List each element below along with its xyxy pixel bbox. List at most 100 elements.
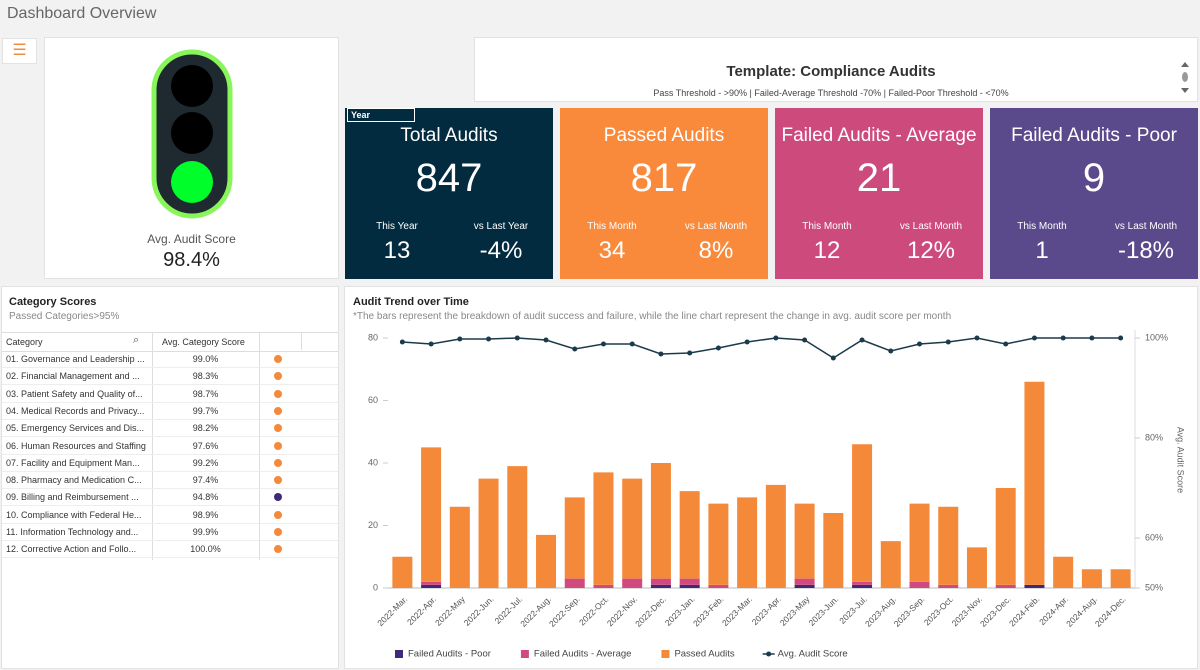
bar-segment <box>794 578 815 585</box>
y2-axis-title: Avg. Audit Score <box>1176 427 1186 493</box>
bar-segment <box>938 506 959 585</box>
kpi-right-label: vs Last Month <box>684 221 748 232</box>
bar-segment <box>478 478 499 588</box>
score-point <box>802 337 808 343</box>
row-divider <box>2 470 338 472</box>
bar-segment <box>564 578 585 588</box>
category-panel: Category Scores Passed Categories>95% Ca… <box>1 286 339 669</box>
row-divider <box>2 540 338 541</box>
table-header <box>2 332 338 352</box>
x-tick-label: 2023-Mar. <box>720 594 754 628</box>
score-indicator <box>274 406 282 415</box>
chart-title: Audit Trend over Time <box>353 296 469 308</box>
category-score: 97.6% <box>192 440 219 451</box>
legend-label: Failed Audits - Poor <box>408 649 491 660</box>
y2-tick-label: 60% <box>1145 532 1163 542</box>
scroll-control[interactable] <box>1177 60 1193 96</box>
x-tick-label: 2024-Feb. <box>1007 594 1041 628</box>
score-point <box>859 337 865 343</box>
score-indicator <box>274 528 282 536</box>
row-divider <box>2 384 338 386</box>
category-name: 06. Human Resources and Staffing <box>6 440 146 451</box>
score-point <box>428 341 434 347</box>
bar-segment <box>421 581 442 585</box>
bar-segment <box>1024 381 1045 585</box>
category-name: 10. Compliance with Federal He... <box>6 509 142 520</box>
score-indicator <box>274 355 282 363</box>
category-name: 05. Emergency Services and Dis... <box>6 423 145 434</box>
category-name: 07. Facility and Equipment Man... <box>6 457 140 468</box>
bar-segment <box>1110 569 1131 588</box>
kpi-right-label: vs Last Month <box>1114 221 1178 232</box>
bar-segment <box>421 584 442 588</box>
score-point <box>1031 335 1037 341</box>
bar-segment <box>1024 584 1045 588</box>
category-name: 02. Financial Management and ... <box>6 371 140 382</box>
bar-segment <box>622 478 643 579</box>
category-title: Category Scores <box>9 296 97 308</box>
bar-segment <box>938 584 959 588</box>
category-score: 97.4% <box>192 475 219 486</box>
row-divider <box>2 488 338 490</box>
kpi-right-label: vs Last Year <box>473 221 529 232</box>
score-point <box>457 336 463 342</box>
bar-segment <box>765 484 786 588</box>
bar-segment <box>622 578 643 588</box>
score-point <box>830 355 836 361</box>
bar-segment <box>421 447 442 582</box>
column-divider <box>301 332 302 350</box>
light-amber <box>171 112 213 154</box>
bar-segment <box>909 581 930 588</box>
y2-tick-label: 50% <box>1145 582 1163 592</box>
y2-tick-label: 100% <box>1145 332 1168 342</box>
category-name: 11. Information Technology and... <box>6 527 139 537</box>
chart-note: *The bars represent the breakdown of aud… <box>353 311 952 322</box>
score-point <box>945 339 951 345</box>
category-score: 98.7% <box>192 388 219 399</box>
menu-button[interactable]: ☰ <box>2 38 37 64</box>
kpi-right-value: 12% <box>906 237 956 264</box>
row-divider <box>2 453 338 455</box>
score-indicator <box>274 545 282 554</box>
kpi-value: 817 <box>630 156 698 200</box>
bar-segment <box>564 497 585 579</box>
legend-swatch <box>520 650 529 658</box>
kpi-left-label: This Month <box>587 221 637 232</box>
row-divider <box>2 522 338 524</box>
x-tick-label: 2022-Jun. <box>462 594 496 628</box>
template-panel: Template: Compliance Audits Pass Thresho… <box>474 37 1198 102</box>
page-title: Dashboard Overview <box>7 5 157 22</box>
kpi-tile: Failed Audits - Poor 9 This Month vs Last M… <box>990 108 1198 279</box>
score-point <box>658 351 664 357</box>
bar-segment <box>650 578 671 585</box>
category-score: 98.3% <box>192 371 219 382</box>
bar-segment <box>1053 556 1074 588</box>
category-score: 99.9% <box>192 527 219 537</box>
bar-segment <box>536 534 557 588</box>
kpi-title: Failed Audits - Poor <box>1011 125 1177 146</box>
bar-segment <box>507 466 528 588</box>
score-point <box>600 341 606 347</box>
kpi-left-value: 1 <box>1035 237 1049 264</box>
column-header: Category <box>6 337 43 347</box>
y-tick-label: 60 <box>368 395 378 405</box>
x-tick-label: 2023-Jun. <box>807 594 841 628</box>
score-indicator <box>274 389 282 398</box>
x-tick-label: 2022-Sep. <box>547 594 582 629</box>
kpi-tile: Failed Audits - Average 21 This Month vs La… <box>775 108 983 279</box>
bar-segment <box>708 584 729 588</box>
category-name: 01. Governance and Leadership ... <box>6 354 145 364</box>
chart-panel: Audit Trend over Time *The bars represen… <box>344 286 1198 669</box>
kpi-left-value: 34 <box>598 237 626 264</box>
category-score: 98.2% <box>192 423 219 434</box>
row-divider <box>2 505 338 507</box>
bar-segment <box>679 491 700 579</box>
x-tick-label: 2022-Mar. <box>375 594 409 628</box>
bar-segment <box>708 503 729 585</box>
category-score: 98.9% <box>192 509 219 520</box>
kpi-value: 9 <box>1082 156 1106 200</box>
category-name: 03. Patient Safety and Quality of... <box>6 388 143 399</box>
score-point <box>629 341 635 347</box>
kpi-right-label: vs Last Month <box>899 221 963 232</box>
